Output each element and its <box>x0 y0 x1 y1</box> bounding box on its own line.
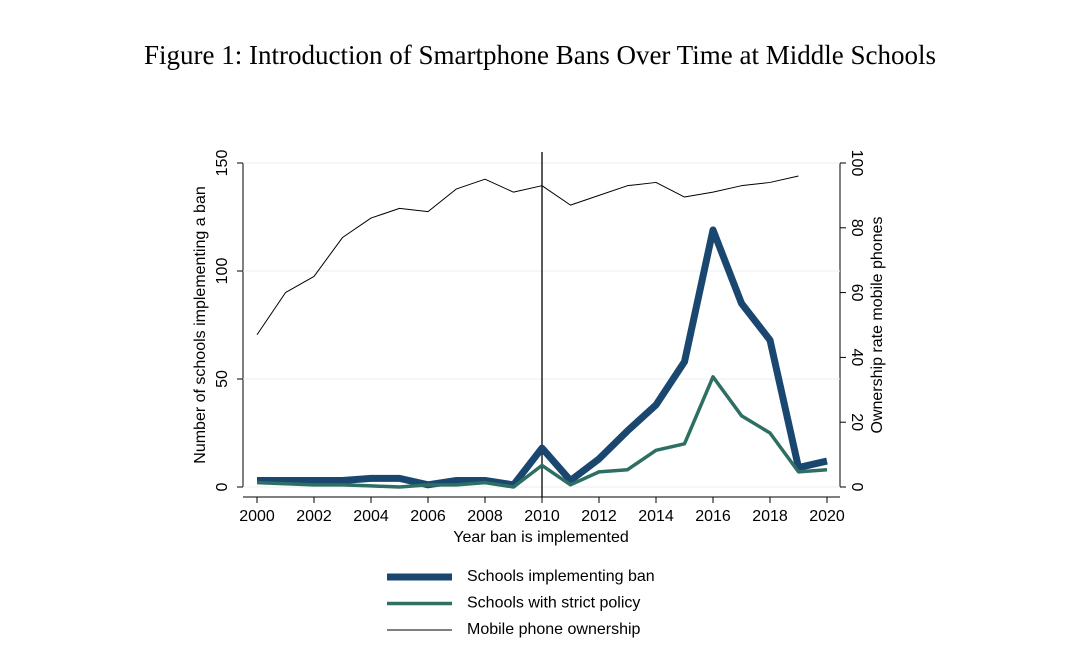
y2-tick-label: 0 <box>848 483 865 492</box>
y2-tick-label: 100 <box>848 150 865 177</box>
y-tick-label: 100 <box>214 258 231 285</box>
x-axis-label: Year ban is implemented <box>453 529 629 546</box>
legend-label: Mobile phone ownership <box>467 621 641 638</box>
legend-label: Schools with strict policy <box>467 595 640 612</box>
y2-tick-label: 40 <box>848 349 865 367</box>
x-tick-label: 2000 <box>239 508 275 525</box>
x-tick-label: 2018 <box>752 508 788 525</box>
x-tick-label: 2020 <box>809 508 845 525</box>
x-tick-label: 2002 <box>296 508 332 525</box>
x-tick-label: 2014 <box>638 508 674 525</box>
y2-tick-label: 20 <box>848 413 865 431</box>
y-tick-label: 150 <box>214 150 231 177</box>
x-tick-label: 2012 <box>581 508 617 525</box>
x-tick-label: 2016 <box>695 508 731 525</box>
y-tick-label: 50 <box>214 370 231 388</box>
x-tick-label: 2006 <box>410 508 446 525</box>
series-line <box>257 226 828 489</box>
series-line <box>256 175 799 336</box>
x-tick-label: 2010 <box>524 508 560 525</box>
y2-tick-label: 60 <box>848 284 865 302</box>
series-line <box>256 375 828 489</box>
y-axis-label: Number of schools implementing a ban <box>192 186 209 463</box>
x-tick-label: 2008 <box>467 508 503 525</box>
x-tick-label: 2004 <box>353 508 389 525</box>
legend-label: Schools implementing ban <box>467 568 655 585</box>
chart-title: Figure 1: Introduction of Smartphone Ban… <box>144 40 936 70</box>
y2-tick-label: 80 <box>848 219 865 237</box>
y2-axis-label: Ownership rate mobile phones <box>869 216 886 433</box>
y-tick-label: 0 <box>214 482 231 491</box>
